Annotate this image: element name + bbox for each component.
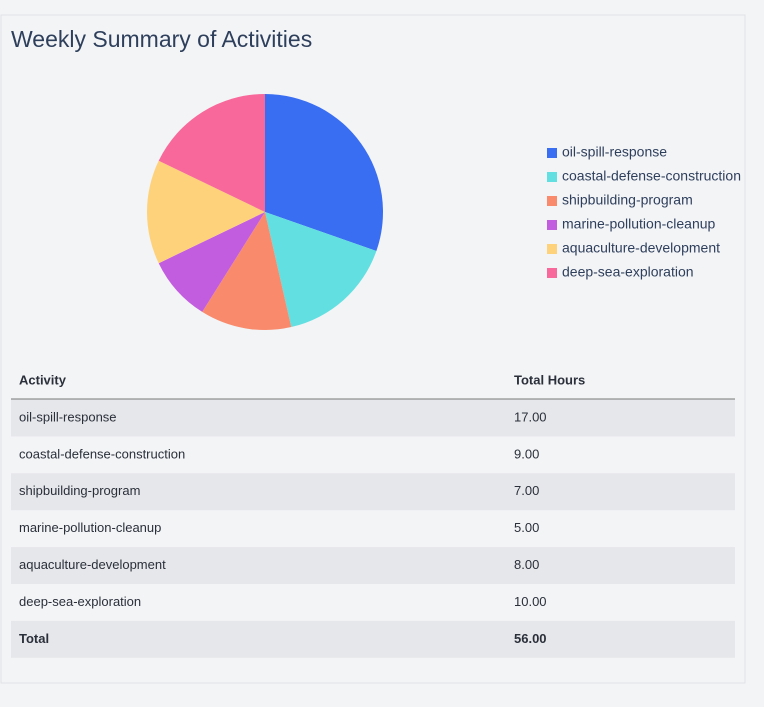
legend-label: shipbuilding-program: [562, 192, 693, 208]
table-cell: 8.00: [514, 557, 539, 572]
total-cell: 56.00: [514, 631, 547, 646]
table-cell: oil-spill-response: [19, 409, 117, 424]
legend-swatch: [547, 196, 557, 206]
pie-slice: [158, 212, 265, 312]
row-band: [11, 620, 735, 658]
pie-slice: [265, 212, 377, 328]
pie-slice: [265, 94, 383, 251]
table-cell: coastal-defense-construction: [19, 446, 185, 461]
table-cell: 10.00: [514, 594, 547, 609]
chart-title: Weekly Summary of Activities: [11, 26, 312, 52]
row-band: [11, 399, 735, 437]
legend-label: deep-sea-exploration: [562, 264, 694, 280]
table-cell: shipbuilding-program: [19, 483, 140, 498]
legend-swatch: [547, 148, 557, 158]
legend-label: aquaculture-development: [562, 240, 720, 256]
legend-swatch: [547, 220, 557, 230]
table-cell: 17.00: [514, 409, 547, 424]
table-cell: deep-sea-exploration: [19, 594, 141, 609]
row-band: [11, 547, 735, 584]
table-cell: 5.00: [514, 520, 539, 535]
table-cell: aquaculture-development: [19, 557, 166, 572]
legend-swatch: [547, 172, 557, 182]
table-cell: marine-pollution-cleanup: [19, 520, 161, 535]
pie-slice: [158, 94, 265, 212]
table-cell: 9.00: [514, 446, 539, 461]
table-header: Total Hours: [514, 372, 585, 387]
legend-label: marine-pollution-cleanup: [562, 216, 716, 232]
legend-swatch: [547, 244, 557, 254]
total-cell: Total: [19, 631, 49, 646]
pie-slice: [147, 160, 265, 264]
legend-label: oil-spill-response: [562, 144, 667, 160]
table-header: Activity: [19, 372, 67, 387]
legend-label: coastal-defense-construction: [562, 168, 741, 184]
table-cell: 7.00: [514, 483, 539, 498]
legend-swatch: [547, 268, 557, 278]
row-band: [11, 473, 735, 511]
pie-slice: [202, 212, 292, 330]
